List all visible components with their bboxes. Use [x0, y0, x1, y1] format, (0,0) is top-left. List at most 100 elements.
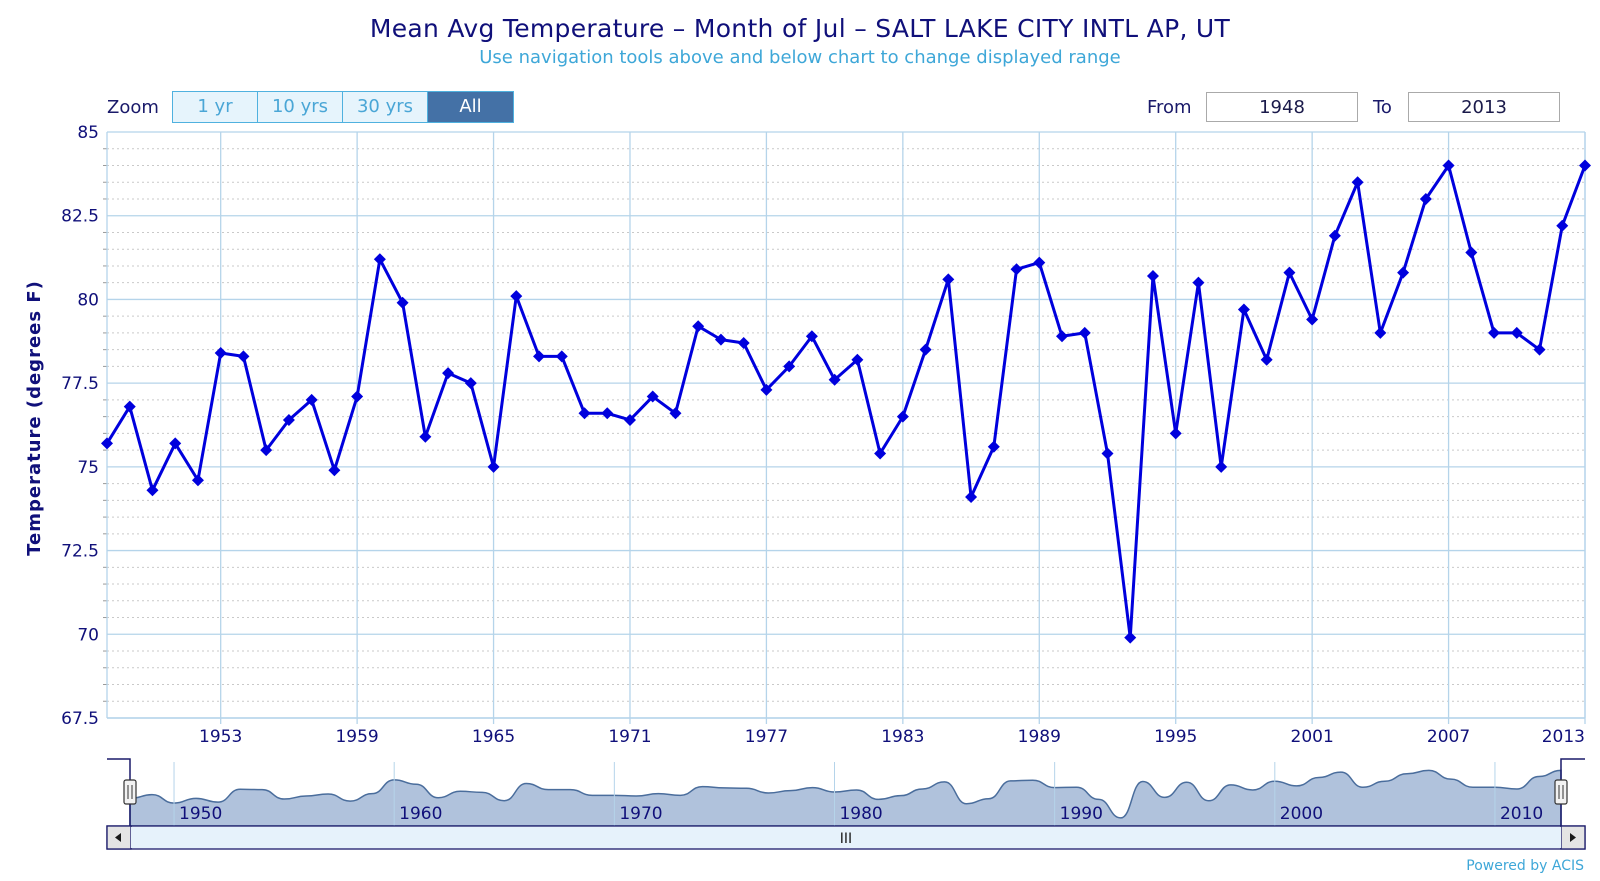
- zoom-button-group: 1 yr 10 yrs 30 yrs All: [172, 91, 514, 123]
- data-point: [1397, 266, 1410, 279]
- data-point: [874, 447, 887, 460]
- data-point: [1579, 159, 1591, 172]
- scrollbar-right-arrow-button[interactable]: [1560, 825, 1586, 850]
- data-point: [1260, 353, 1273, 366]
- data-point: [146, 484, 159, 497]
- data-point: [1169, 427, 1182, 440]
- data-point: [101, 437, 113, 450]
- data-point: [965, 490, 978, 503]
- data-point: [1056, 330, 1069, 343]
- y-tick-label: 70: [77, 625, 99, 645]
- data-point: [305, 393, 318, 406]
- data-point: [1215, 460, 1228, 473]
- x-tick-label: 1983: [881, 727, 924, 747]
- data-point: [1192, 276, 1205, 289]
- x-tick-label: 2001: [1291, 727, 1334, 747]
- zoom-30yrs-button[interactable]: 30 yrs: [343, 92, 428, 122]
- data-point: [601, 407, 614, 420]
- data-point: [760, 383, 773, 396]
- data-point: [351, 390, 364, 403]
- x-tick-label: 2007: [1427, 727, 1470, 747]
- scrollbar[interactable]: III: [106, 825, 1586, 850]
- to-label: To: [1373, 97, 1392, 118]
- y-tick-label: 80: [77, 290, 99, 310]
- scrollbar-left-arrow-button[interactable]: [106, 825, 132, 850]
- left-arrow-icon: [115, 833, 121, 842]
- zoom-all-button[interactable]: All: [428, 92, 513, 122]
- from-label: From: [1147, 97, 1192, 118]
- navigator-year-label: 2000: [1280, 804, 1323, 824]
- y-tick-label: 67.5: [61, 709, 99, 729]
- navigator-right-handle[interactable]: [1554, 779, 1568, 805]
- y-tick-label: 75: [77, 458, 99, 478]
- data-point: [737, 336, 750, 349]
- data-point: [623, 413, 636, 426]
- y-axis-label: Temperature (degrees F): [24, 280, 45, 556]
- chart-title: Mean Avg Temperature – Month of Jul – SA…: [369, 14, 1231, 43]
- data-point: [442, 367, 455, 380]
- data-point: [1488, 326, 1501, 339]
- x-tick-label: 1965: [472, 727, 515, 747]
- plot-border: [106, 132, 1586, 719]
- data-point: [692, 320, 705, 333]
- data-point: [919, 343, 932, 356]
- data-point: [578, 407, 591, 420]
- data-point: [237, 350, 250, 363]
- data-point: [828, 373, 841, 386]
- data-point: [1237, 303, 1250, 316]
- data-point: [783, 360, 796, 373]
- data-point: [1101, 447, 1114, 460]
- x-tick-label: 1977: [745, 727, 788, 747]
- data-point: [1556, 219, 1569, 232]
- y-tick-label: 85: [77, 123, 99, 143]
- y-tick-label: 77.5: [61, 374, 99, 394]
- zoom-label: Zoom: [107, 97, 159, 118]
- x-tick-label: 1989: [1018, 727, 1061, 747]
- right-arrow-icon: [1570, 833, 1576, 842]
- data-point: [1510, 326, 1523, 339]
- y-axis-ticks: 67.5 70 72.5 75 77.5 80 82.5 85: [61, 123, 99, 729]
- data-point: [260, 444, 273, 457]
- x-axis-ticks: 1953 1959 1965 1971 1977 1983 1989 1995 2001 2007…: [199, 727, 1585, 747]
- y-tick-label: 72.5: [61, 542, 99, 562]
- scrollbar-grip: III: [840, 831, 852, 847]
- data-point: [1078, 326, 1091, 339]
- data-point: [373, 253, 386, 266]
- data-point: [646, 390, 659, 403]
- data-point: [851, 353, 864, 366]
- zoom-1yr-button[interactable]: 1 yr: [173, 92, 258, 122]
- y-tick-label: 82.5: [61, 207, 99, 227]
- data-point: [555, 350, 568, 363]
- data-point: [396, 296, 409, 309]
- data-point: [169, 437, 182, 450]
- navigator-year-label: 1950: [179, 804, 222, 824]
- zoom-10yrs-button[interactable]: 10 yrs: [258, 92, 343, 122]
- data-point: [1442, 159, 1455, 172]
- data-point: [1033, 256, 1046, 269]
- navigator-series-area: [129, 769, 1562, 827]
- series-group: [101, 159, 1591, 644]
- data-point: [896, 410, 909, 423]
- from-date-input[interactable]: [1206, 92, 1358, 122]
- data-point: [1010, 263, 1023, 276]
- data-point: [1283, 266, 1296, 279]
- x-tick-label: 1953: [199, 727, 242, 747]
- data-point: [1306, 313, 1319, 326]
- data-point: [123, 400, 136, 413]
- navigator-left-handle[interactable]: [123, 779, 137, 805]
- data-point: [714, 333, 727, 346]
- data-point: [1328, 229, 1341, 242]
- series-line: [105, 163, 1587, 640]
- handle-body: [1554, 779, 1568, 805]
- data-point: [328, 464, 341, 477]
- x-tick-label: 1971: [608, 727, 651, 747]
- powered-by-credit[interactable]: Powered by ACIS: [1466, 858, 1584, 874]
- scrollbar-thumb[interactable]: [131, 827, 1561, 848]
- handle-body: [123, 779, 137, 805]
- minor-grid: [103, 148, 1585, 702]
- navigator-year-label: 2010: [1500, 804, 1543, 824]
- navigator[interactable]: 1950 1960 1970 1980 1990 2000 2010: [107, 758, 1585, 827]
- to-date-input[interactable]: [1408, 92, 1560, 122]
- data-point: [510, 290, 523, 303]
- data-point: [1419, 192, 1432, 205]
